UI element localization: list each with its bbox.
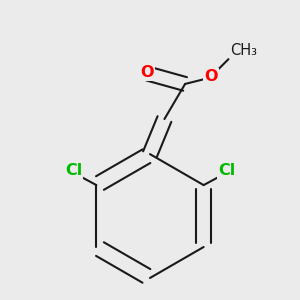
Text: Cl: Cl [218,163,235,178]
Text: O: O [204,69,218,84]
Text: O: O [140,65,154,80]
Text: CH₃: CH₃ [230,44,257,59]
Text: Cl: Cl [65,163,82,178]
